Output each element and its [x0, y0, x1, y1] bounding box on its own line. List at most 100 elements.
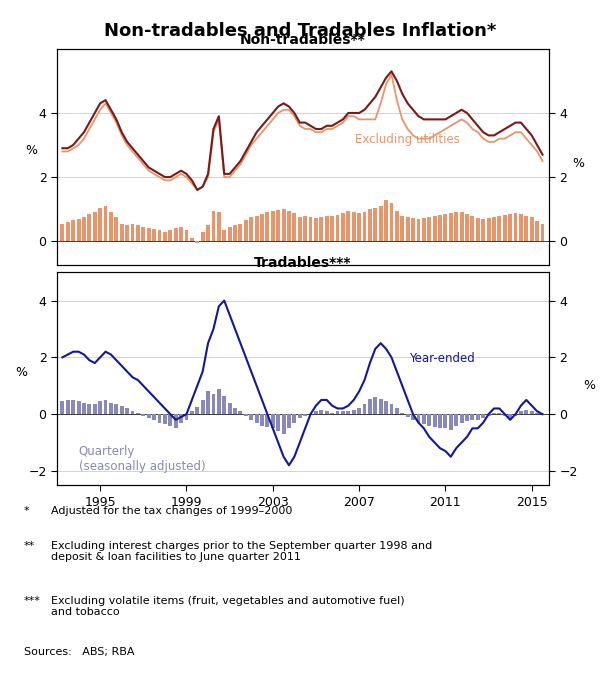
- Bar: [136, 225, 140, 242]
- Bar: [492, 413, 496, 414]
- Bar: [395, 211, 399, 242]
- Bar: [400, 413, 404, 414]
- Bar: [357, 408, 361, 414]
- Bar: [303, 216, 307, 242]
- Bar: [222, 230, 226, 242]
- Bar: [174, 228, 178, 242]
- Bar: [147, 228, 151, 242]
- Text: Year-ended: Year-ended: [409, 352, 475, 364]
- Bar: [179, 227, 183, 242]
- Bar: [271, 211, 275, 242]
- Bar: [389, 404, 394, 414]
- Bar: [66, 222, 70, 242]
- Bar: [368, 399, 372, 414]
- Bar: [346, 211, 350, 242]
- Bar: [77, 218, 80, 242]
- Bar: [292, 414, 296, 423]
- Text: Non-tradables**: Non-tradables**: [240, 33, 366, 47]
- Bar: [238, 223, 242, 242]
- Bar: [265, 414, 269, 427]
- Bar: [341, 411, 345, 414]
- Bar: [352, 410, 356, 414]
- Bar: [276, 210, 280, 242]
- Bar: [281, 209, 286, 242]
- Bar: [524, 216, 528, 242]
- Bar: [530, 411, 533, 414]
- Bar: [109, 403, 113, 414]
- Bar: [61, 401, 64, 414]
- Bar: [249, 217, 253, 242]
- Bar: [196, 242, 199, 243]
- Y-axis label: %: %: [26, 144, 38, 157]
- Bar: [411, 414, 415, 419]
- Bar: [368, 209, 372, 242]
- Bar: [260, 414, 264, 426]
- Bar: [335, 411, 340, 414]
- Bar: [292, 213, 296, 242]
- Y-axis label: %: %: [583, 378, 595, 392]
- Bar: [497, 413, 502, 414]
- Bar: [120, 223, 124, 242]
- Bar: [98, 207, 102, 242]
- Bar: [233, 408, 237, 414]
- Bar: [260, 214, 264, 242]
- Bar: [449, 414, 453, 430]
- Bar: [330, 413, 334, 414]
- Bar: [185, 414, 188, 419]
- Bar: [163, 414, 167, 424]
- Bar: [330, 216, 334, 242]
- Bar: [362, 211, 367, 242]
- Bar: [519, 214, 523, 242]
- Bar: [530, 217, 533, 242]
- Bar: [227, 403, 232, 414]
- Bar: [454, 212, 458, 242]
- Bar: [514, 213, 517, 242]
- Bar: [196, 407, 199, 414]
- Text: ***: ***: [24, 596, 41, 606]
- Bar: [379, 399, 383, 414]
- Bar: [314, 218, 318, 242]
- Bar: [254, 414, 259, 423]
- Bar: [82, 217, 86, 242]
- Bar: [341, 213, 345, 242]
- Bar: [169, 414, 172, 426]
- Bar: [152, 229, 156, 242]
- Bar: [61, 223, 64, 242]
- Bar: [212, 211, 215, 242]
- Text: Sources:   ABS; RBA: Sources: ABS; RBA: [24, 646, 134, 657]
- Bar: [384, 200, 388, 242]
- Bar: [125, 408, 129, 414]
- Bar: [287, 211, 291, 242]
- Bar: [443, 214, 448, 242]
- Bar: [460, 414, 464, 423]
- Text: Adjusted for the tax changes of 1999–2000: Adjusted for the tax changes of 1999–200…: [51, 506, 292, 516]
- Bar: [384, 401, 388, 414]
- Bar: [88, 214, 91, 242]
- Bar: [66, 400, 70, 414]
- Bar: [395, 408, 399, 414]
- Bar: [125, 225, 129, 242]
- Bar: [465, 214, 469, 242]
- Bar: [406, 414, 410, 417]
- Bar: [190, 411, 194, 414]
- Bar: [541, 223, 544, 242]
- Bar: [422, 218, 426, 242]
- Bar: [373, 207, 377, 242]
- Bar: [174, 414, 178, 429]
- Bar: [190, 238, 194, 242]
- Bar: [427, 414, 431, 426]
- Bar: [379, 206, 383, 242]
- Bar: [508, 214, 512, 242]
- Text: Tradables***: Tradables***: [254, 256, 352, 270]
- Bar: [169, 230, 172, 242]
- Bar: [514, 414, 517, 415]
- Bar: [244, 414, 248, 415]
- Text: Excluding volatile items (fruit, vegetables and automotive fuel)
and tobacco: Excluding volatile items (fruit, vegetab…: [51, 596, 404, 618]
- Bar: [142, 414, 145, 415]
- Bar: [492, 217, 496, 242]
- Bar: [535, 221, 539, 242]
- Bar: [389, 202, 394, 242]
- Bar: [104, 400, 107, 414]
- Bar: [443, 414, 448, 429]
- Bar: [454, 414, 458, 426]
